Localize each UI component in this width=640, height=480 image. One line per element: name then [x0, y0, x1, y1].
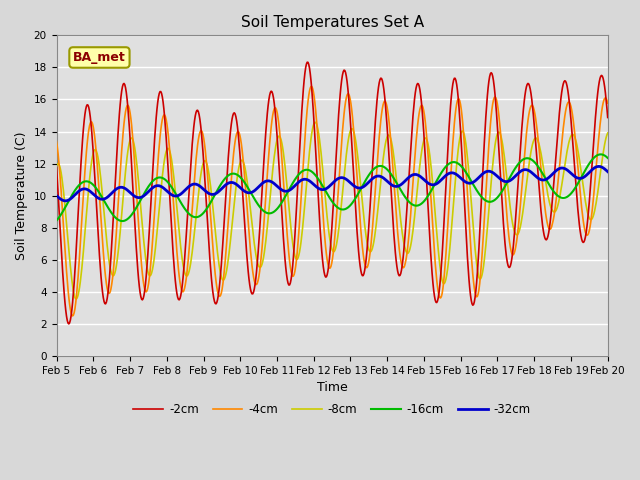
-8cm	[311, 120, 319, 125]
-8cm	[176, 237, 184, 243]
-16cm	[597, 152, 605, 157]
-32cm	[63, 198, 71, 204]
-2cm	[604, 115, 612, 120]
-4cm	[307, 84, 315, 89]
Text: BA_met: BA_met	[73, 51, 126, 64]
-2cm	[120, 81, 128, 86]
-8cm	[205, 172, 213, 178]
-32cm	[52, 193, 60, 199]
-4cm	[120, 121, 128, 127]
-4cm	[205, 192, 213, 198]
-8cm	[120, 185, 128, 191]
-16cm	[52, 217, 60, 223]
Title: Soil Temperatures Set A: Soil Temperatures Set A	[241, 15, 424, 30]
-16cm	[63, 202, 70, 208]
Line: -8cm: -8cm	[56, 122, 608, 299]
-4cm	[68, 313, 76, 319]
-32cm	[595, 164, 602, 169]
-16cm	[176, 198, 184, 204]
-32cm	[400, 180, 408, 185]
-32cm	[604, 169, 612, 175]
Y-axis label: Soil Temperature (C): Soil Temperature (C)	[15, 132, 28, 260]
-2cm	[63, 313, 70, 319]
-8cm	[63, 220, 70, 226]
Legend: -2cm, -4cm, -8cm, -16cm, -32cm: -2cm, -4cm, -8cm, -16cm, -32cm	[129, 398, 536, 420]
-4cm	[417, 104, 424, 109]
-8cm	[604, 130, 612, 136]
-16cm	[118, 218, 126, 224]
-32cm	[205, 191, 213, 196]
Line: -2cm: -2cm	[56, 62, 608, 324]
-16cm	[205, 202, 213, 208]
-4cm	[604, 100, 612, 106]
-4cm	[63, 268, 70, 274]
-2cm	[65, 321, 72, 327]
-4cm	[176, 279, 184, 285]
-8cm	[72, 296, 80, 302]
-2cm	[176, 296, 184, 301]
-2cm	[401, 239, 408, 245]
Line: -4cm: -4cm	[56, 86, 608, 316]
-8cm	[52, 163, 60, 169]
-2cm	[205, 244, 213, 250]
-2cm	[52, 165, 60, 170]
-2cm	[417, 92, 424, 98]
-8cm	[417, 156, 424, 161]
-16cm	[400, 192, 408, 198]
-16cm	[604, 155, 612, 161]
-32cm	[62, 198, 70, 204]
-32cm	[416, 173, 424, 179]
-32cm	[120, 185, 128, 191]
-16cm	[416, 202, 424, 207]
X-axis label: Time: Time	[317, 381, 348, 394]
-16cm	[120, 218, 128, 224]
Line: -32cm: -32cm	[56, 167, 608, 201]
-4cm	[52, 139, 60, 144]
-2cm	[303, 60, 311, 65]
-4cm	[401, 263, 408, 269]
-8cm	[401, 243, 408, 249]
-32cm	[176, 192, 184, 197]
Line: -16cm: -16cm	[56, 155, 608, 221]
